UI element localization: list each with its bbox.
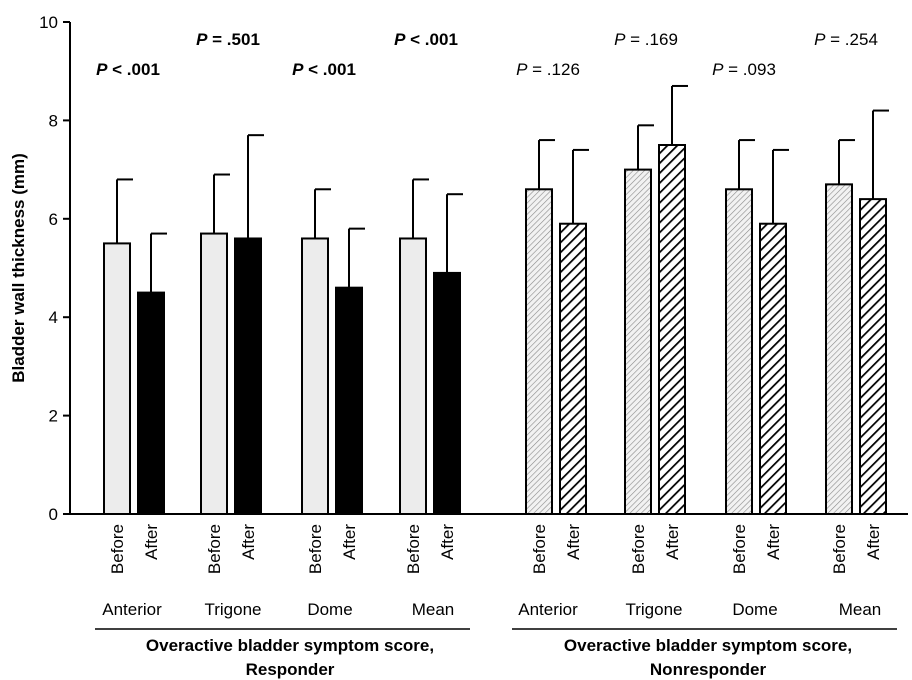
group-label-line1: Overactive bladder symptom score,: [146, 636, 434, 655]
y-tick-label: 6: [49, 210, 58, 229]
p-value-text: < .001: [303, 60, 355, 79]
y-tick-label: 10: [39, 13, 58, 32]
p-value-label: P < .001: [394, 30, 458, 49]
p-value-italic: P: [614, 30, 626, 49]
bar-label-after: After: [340, 524, 359, 560]
bar-after: [433, 271, 461, 516]
bar-label-before: Before: [108, 524, 127, 574]
p-value-label: P = .126: [516, 60, 580, 79]
bar-label-before: Before: [830, 524, 849, 574]
group-label-line2: Responder: [246, 660, 335, 679]
bar-label-before: Before: [629, 524, 648, 574]
bar-label-before: Before: [404, 524, 423, 574]
p-value-text: = .254: [825, 30, 877, 49]
p-value-italic: P: [196, 30, 208, 49]
bar-after: [658, 144, 686, 515]
p-value-text: = .126: [527, 60, 579, 79]
bar-before: [624, 168, 652, 515]
p-value-text: = .501: [207, 30, 259, 49]
bar-label-before: Before: [205, 524, 224, 574]
y-tick-label: 4: [49, 308, 58, 327]
bar-after: [759, 222, 787, 515]
p-value-text: = .093: [723, 60, 775, 79]
category-label: Mean: [839, 600, 882, 619]
category-label: Dome: [307, 600, 352, 619]
p-value-text: < .001: [405, 30, 457, 49]
bar-before: [525, 188, 553, 515]
bar-after: [859, 198, 887, 515]
bar-label-after: After: [239, 524, 258, 560]
p-value-label: P = .254: [814, 30, 878, 49]
p-value-label: P = .501: [196, 30, 260, 49]
bar-label-after: After: [142, 524, 161, 560]
group-label-line1: Overactive bladder symptom score,: [564, 636, 852, 655]
bar-before: [103, 242, 131, 515]
y-tick-label: 2: [49, 407, 58, 426]
bar-before: [825, 183, 853, 516]
y-tick-label: 0: [49, 505, 58, 524]
p-value-label: P = .093: [712, 60, 776, 79]
bar-after: [234, 237, 262, 515]
bar-before: [725, 188, 753, 515]
bar-label-after: After: [663, 524, 682, 560]
labels: Before After Anterior P < .001 Before After Tr…: [95, 30, 897, 679]
p-value-text: < .001: [107, 60, 159, 79]
category-label: Trigone: [625, 600, 682, 619]
bar-after: [335, 286, 363, 515]
bar-label-after: After: [564, 524, 583, 560]
bar-label-after: After: [864, 524, 883, 560]
bar-label-before: Before: [530, 524, 549, 574]
category-label: Trigone: [204, 600, 261, 619]
p-value-italic: P: [292, 60, 304, 79]
y-axis-title: Bladder wall thickness (mm): [9, 153, 28, 383]
bar-label-before: Before: [730, 524, 749, 574]
bar-after: [137, 291, 165, 515]
category-label: Mean: [412, 600, 455, 619]
bar-label-after: After: [764, 524, 783, 560]
bar-before: [200, 232, 228, 515]
p-value-italic: P: [814, 30, 826, 49]
bar-label-before: Before: [306, 524, 325, 574]
p-value-italic: P: [96, 60, 108, 79]
bar-after: [559, 222, 587, 515]
category-label: Anterior: [518, 600, 578, 619]
p-value-text: = .169: [625, 30, 677, 49]
p-value-label: P < .001: [292, 60, 356, 79]
p-value-italic: P: [516, 60, 528, 79]
bar-before: [301, 237, 329, 515]
category-label: Dome: [732, 600, 777, 619]
bar-label-after: After: [438, 524, 457, 560]
p-value-label: P < .001: [96, 60, 160, 79]
y-tick-label: 8: [49, 111, 58, 130]
p-value-label: P = .169: [614, 30, 678, 49]
bars: [103, 84, 889, 516]
group-label-line2: Nonresponder: [650, 660, 767, 679]
p-value-italic: P: [394, 30, 406, 49]
category-label: Anterior: [102, 600, 162, 619]
bar-before: [399, 237, 427, 515]
p-value-italic: P: [712, 60, 724, 79]
